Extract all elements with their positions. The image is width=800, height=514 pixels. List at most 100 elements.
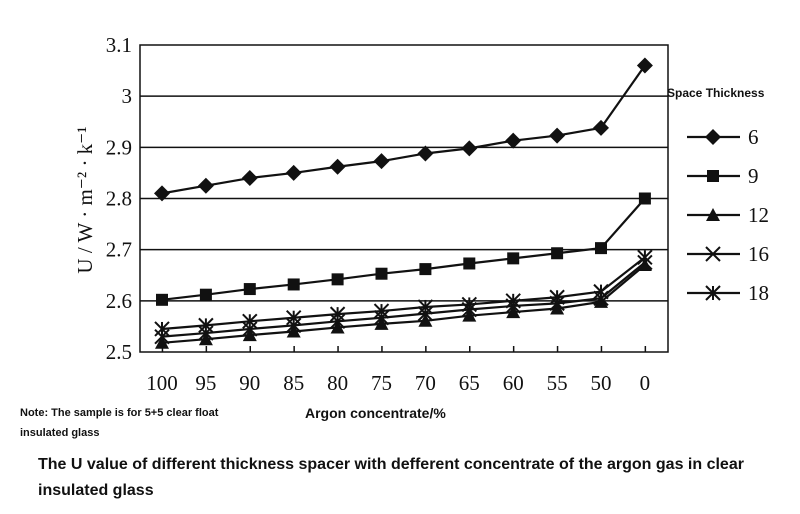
asterisk-marker <box>285 310 302 326</box>
triangle-marker <box>198 332 213 346</box>
x-marker <box>329 313 346 330</box>
legend-label: 6 <box>748 125 759 149</box>
series-12 <box>155 258 652 349</box>
legend-label: 9 <box>748 164 759 188</box>
marker-stroke <box>242 321 258 337</box>
diamond-marker <box>329 158 346 175</box>
square-marker <box>507 252 520 265</box>
x-tick-label: 95 <box>195 371 216 395</box>
marker-stroke <box>705 246 721 262</box>
asterisk-marker <box>549 289 565 305</box>
y-tick-label: 3.1 <box>106 33 132 57</box>
asterisk-marker <box>637 249 653 266</box>
series-6 <box>154 57 653 202</box>
series-18 <box>154 249 653 337</box>
diamond-marker <box>285 164 302 181</box>
y-tick-label: 2.9 <box>106 135 132 159</box>
square-marker <box>463 257 476 270</box>
y-axis-label: U / W · m⁻² · k⁻¹ <box>73 126 97 273</box>
series-16 <box>154 254 653 345</box>
legend-item-6: 6 <box>687 125 759 149</box>
square-marker <box>287 278 300 291</box>
asterisk-marker <box>373 303 390 319</box>
marker-stroke <box>154 328 170 345</box>
legend-item-18: 18 <box>687 281 769 305</box>
x-tick-label: 60 <box>503 371 524 395</box>
asterisk-marker <box>242 313 258 330</box>
square-marker <box>638 192 651 205</box>
square-marker <box>707 170 719 182</box>
y-tick-label: 2.5 <box>106 340 132 364</box>
asterisk-marker <box>417 299 434 315</box>
square-marker <box>551 247 564 260</box>
asterisk-marker <box>505 293 521 309</box>
x-axis-label: Argon concentrate/% <box>305 405 446 421</box>
square-marker <box>243 283 256 296</box>
diamond-marker <box>197 177 214 194</box>
diamond-marker <box>154 185 170 202</box>
triangle-marker <box>330 320 345 334</box>
y-tick-label: 2.8 <box>106 187 132 211</box>
diamond-marker <box>373 153 390 170</box>
asterisk-marker <box>154 321 170 337</box>
triangle-marker <box>594 294 608 308</box>
asterisk-marker <box>329 306 346 322</box>
square-marker <box>199 288 212 301</box>
x-tick-label: 0 <box>640 371 651 395</box>
triangle-marker <box>506 305 521 319</box>
diamond-marker <box>505 132 522 149</box>
x-tick-label: 65 <box>459 371 480 395</box>
legend-label: 16 <box>748 242 769 266</box>
triangle-marker <box>550 301 565 315</box>
x-marker <box>242 321 258 337</box>
triangle-marker <box>462 308 477 322</box>
legend-label: 18 <box>748 281 769 305</box>
x-marker <box>705 246 721 262</box>
legend-label: 12 <box>748 203 769 227</box>
triangle-marker <box>242 328 257 342</box>
legend-item-12: 12 <box>687 203 769 227</box>
x-tick-label: 50 <box>591 371 612 395</box>
diamond-marker <box>636 57 653 74</box>
legend-title: Space Thickness <box>667 86 765 100</box>
y-tick-label: 3 <box>122 84 133 108</box>
square-marker <box>156 293 168 306</box>
marker-stroke <box>198 325 214 341</box>
chart-note: Note: The sample is for 5+5 clear float … <box>20 407 219 439</box>
triangle-marker <box>637 258 652 272</box>
x-tick-label: 70 <box>415 371 436 395</box>
square-marker <box>375 267 388 280</box>
chart-title: The U value of different thickness space… <box>38 456 744 499</box>
x-tick-label: 75 <box>371 371 392 395</box>
square-marker <box>595 242 607 255</box>
legend-item-9: 9 <box>687 164 759 188</box>
asterisk-marker <box>705 285 721 301</box>
y-tick-label: 2.6 <box>106 289 132 313</box>
x-tick-label: 80 <box>327 371 348 395</box>
series-9 <box>156 192 651 306</box>
x-tick-label: 90 <box>239 371 260 395</box>
y-tick-label: 2.7 <box>106 238 132 262</box>
x-tick-label: 100 <box>146 371 178 395</box>
triangle-marker <box>155 335 169 349</box>
asterisk-marker <box>593 283 609 300</box>
x-tick-label: 55 <box>547 371 568 395</box>
series-line <box>161 64 646 195</box>
asterisk-marker <box>198 317 214 334</box>
diamond-marker <box>417 145 434 162</box>
diamond-marker <box>461 140 478 157</box>
series-line <box>161 197 646 301</box>
triangle-marker <box>418 313 433 327</box>
diamond-marker <box>705 129 721 145</box>
x-marker <box>198 325 214 341</box>
square-marker <box>419 263 432 276</box>
triangle-marker <box>706 208 720 221</box>
triangle-marker <box>374 316 389 330</box>
asterisk-marker <box>461 296 478 313</box>
marker-stroke <box>285 317 302 334</box>
x-marker <box>154 328 170 345</box>
series-line <box>161 261 646 338</box>
triangle-marker <box>286 324 301 338</box>
series-line <box>161 256 646 331</box>
